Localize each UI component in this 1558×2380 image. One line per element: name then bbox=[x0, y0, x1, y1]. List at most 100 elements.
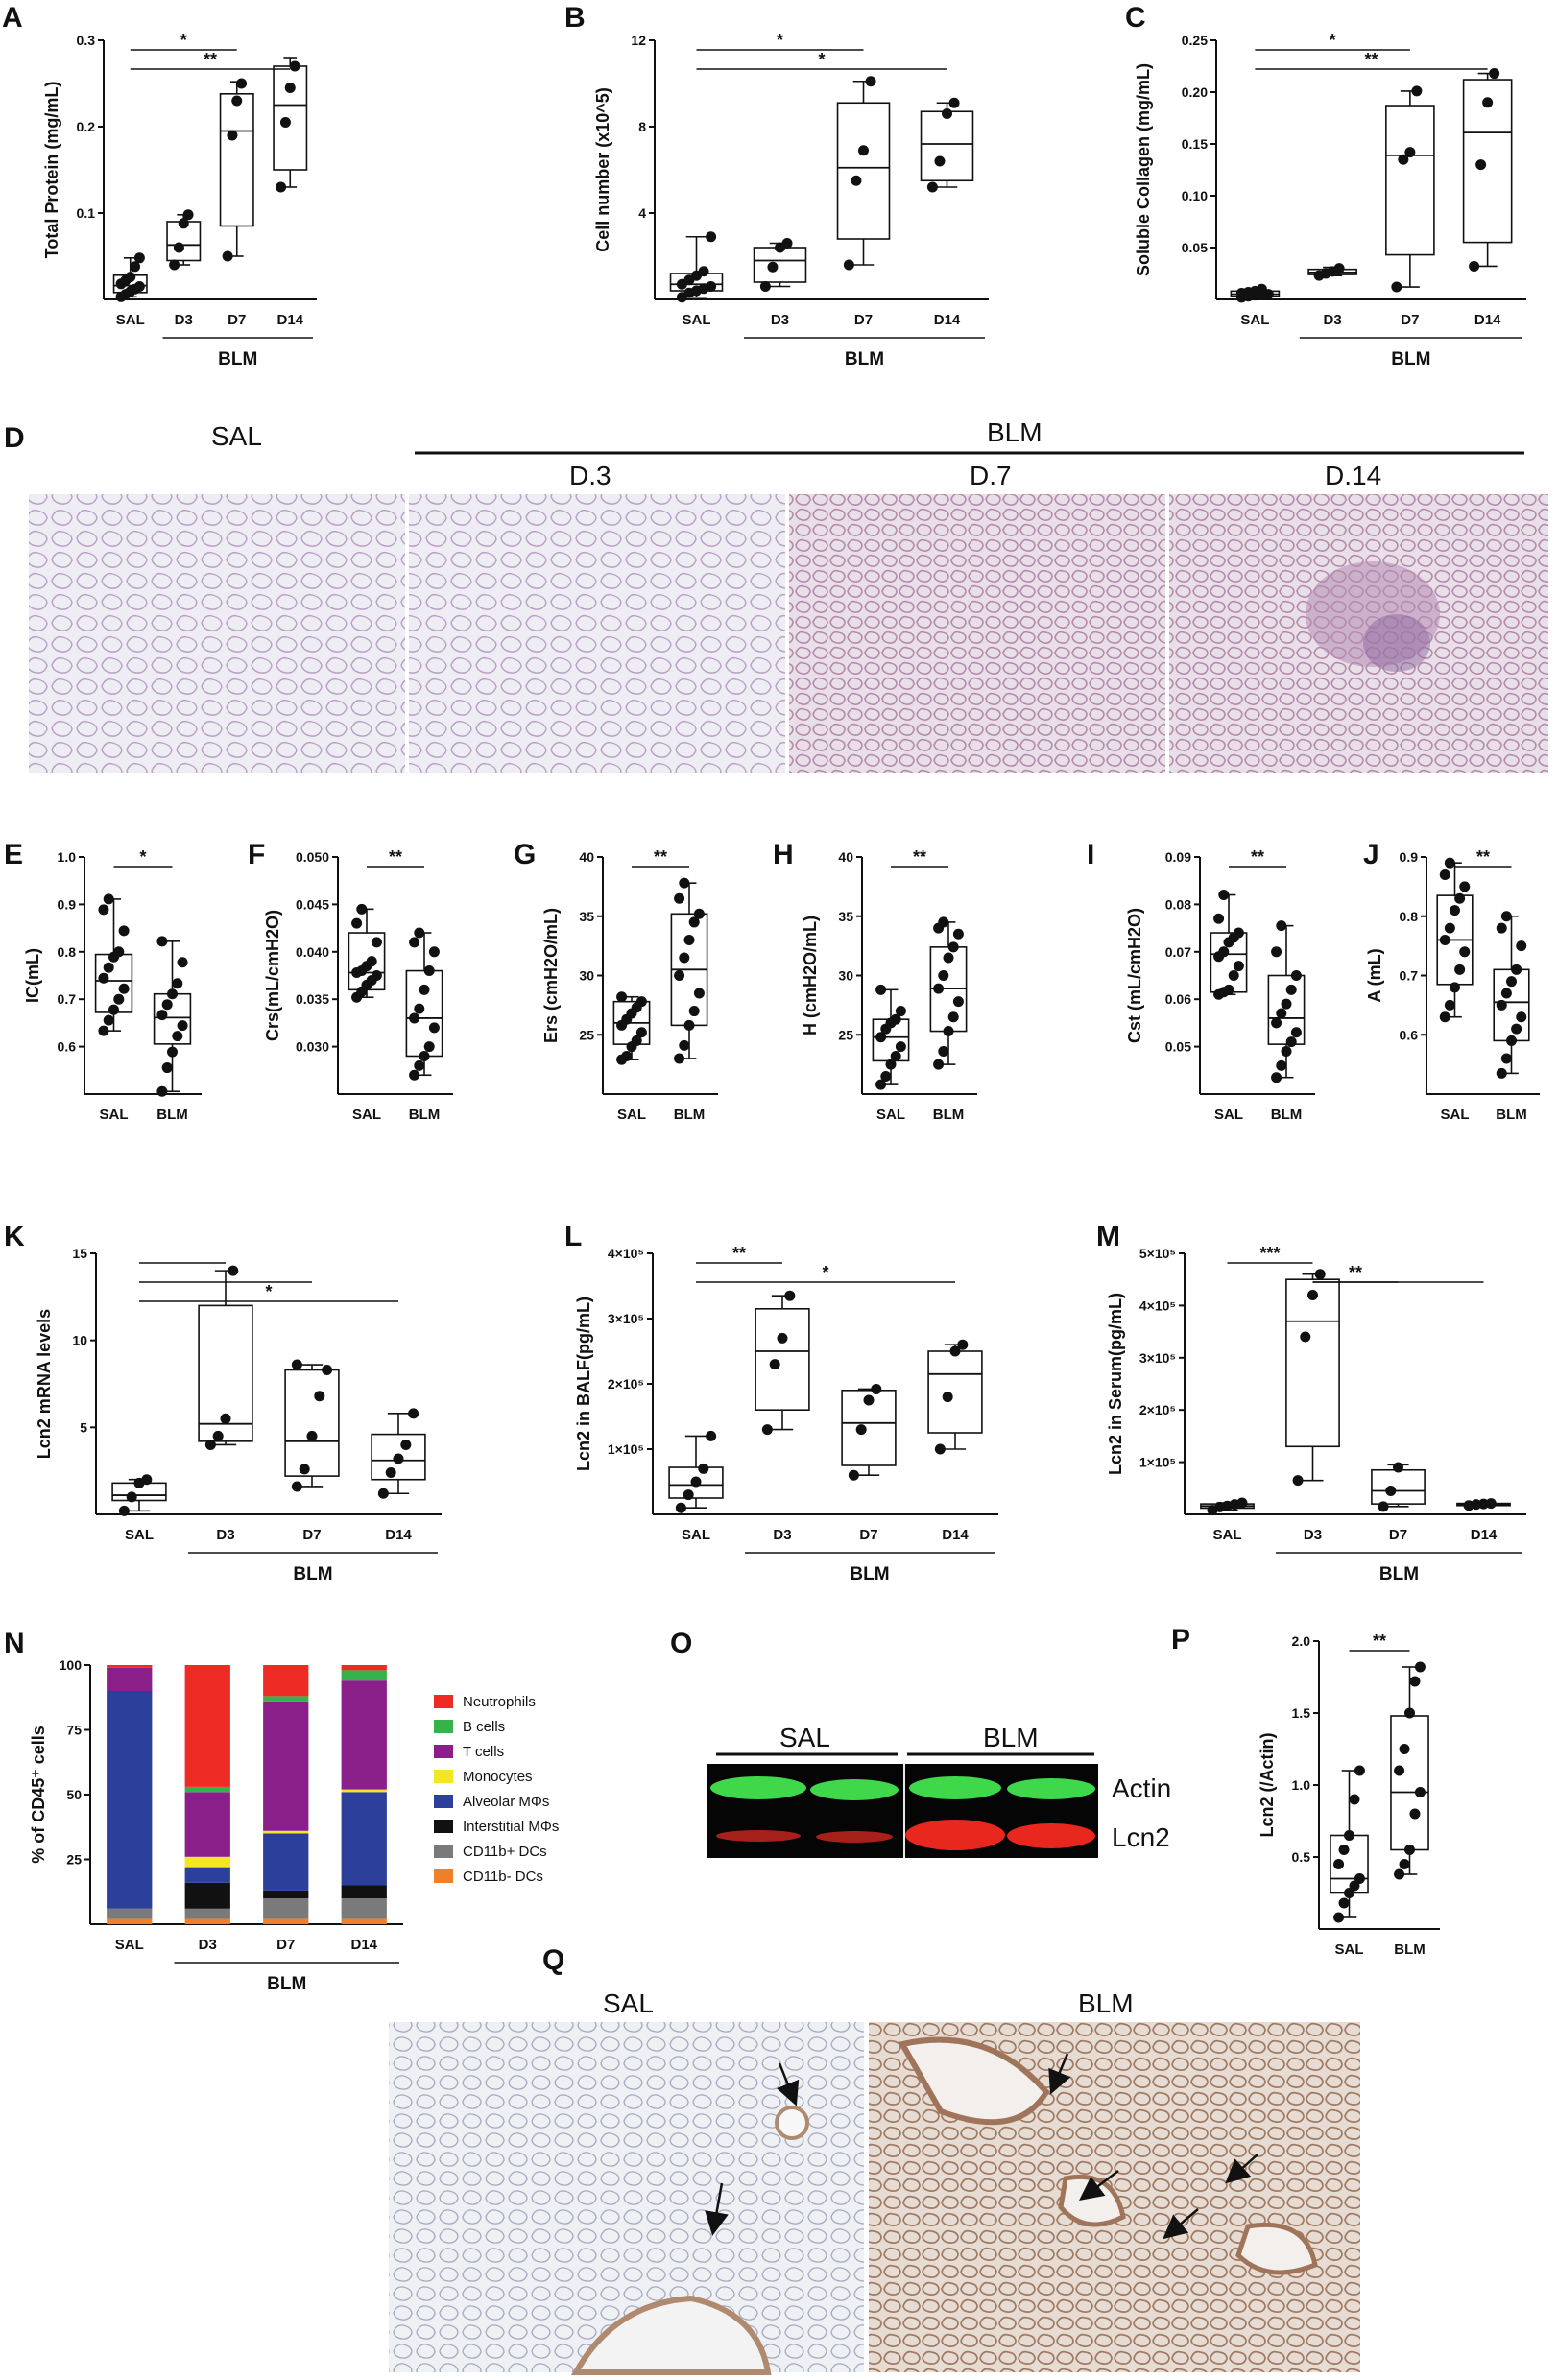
point-P bbox=[1409, 1676, 1421, 1687]
point-G bbox=[674, 892, 685, 904]
y-tick-label-F: 0.045 bbox=[296, 896, 329, 912]
point-H bbox=[947, 1012, 959, 1023]
x-tick-label-L: D3 bbox=[773, 1527, 791, 1543]
point-H bbox=[952, 996, 964, 1008]
y-axis-label-P: Lcn2 (/Actin) bbox=[1258, 1732, 1277, 1837]
histology-day-7: D.7 bbox=[970, 461, 1012, 490]
point-J bbox=[1444, 922, 1455, 934]
legend-label-N: Monocytes bbox=[463, 1769, 533, 1785]
point-K bbox=[126, 1491, 137, 1503]
y-tick-label-M: 3×10⁵ bbox=[1139, 1350, 1176, 1366]
point-K bbox=[393, 1453, 404, 1464]
histology-blm-title: BLM bbox=[987, 417, 1043, 447]
point-M bbox=[1485, 1498, 1497, 1510]
bar-segment-N bbox=[263, 1833, 309, 1891]
point-A bbox=[231, 95, 243, 107]
point-I bbox=[1271, 946, 1282, 958]
y-axis-label-B: Cell number (x10^5) bbox=[593, 87, 612, 252]
y-tick-label-L: 1×10⁵ bbox=[608, 1441, 644, 1457]
y-tick-label-K: 10 bbox=[72, 1333, 87, 1348]
point-P bbox=[1344, 1830, 1354, 1841]
point-F bbox=[414, 1059, 425, 1071]
point-J bbox=[1500, 911, 1512, 922]
ihc-blm-title: BLM bbox=[1078, 1988, 1134, 2018]
point-A bbox=[182, 209, 194, 221]
point-C bbox=[1482, 97, 1494, 108]
y-tick-label-N: 25 bbox=[66, 1852, 82, 1868]
x-tick-label-E: SAL bbox=[100, 1107, 129, 1123]
x-tick-label-J: SAL bbox=[1441, 1107, 1470, 1123]
sig-label-B: * bbox=[818, 50, 825, 69]
x-tick-label-B: D14 bbox=[934, 312, 961, 328]
y-tick-label-J: 0.7 bbox=[1400, 968, 1419, 984]
point-H bbox=[938, 1046, 949, 1058]
point-P bbox=[1338, 1897, 1350, 1909]
point-J bbox=[1516, 1012, 1527, 1023]
x-tick-label-M: D3 bbox=[1304, 1527, 1322, 1543]
y-axis-label-C: Soluble Collagen (mg/mL) bbox=[1134, 63, 1153, 276]
point-K bbox=[212, 1430, 224, 1441]
point-L bbox=[777, 1332, 788, 1344]
point-E bbox=[172, 978, 183, 989]
group-label-B: BLM bbox=[845, 349, 884, 369]
point-J bbox=[1439, 934, 1450, 945]
point-I bbox=[1281, 998, 1292, 1010]
point-B bbox=[942, 108, 952, 119]
point-G bbox=[674, 1053, 685, 1064]
point-I bbox=[1233, 961, 1244, 972]
point-K bbox=[299, 1464, 310, 1475]
x-tick-label-K: D14 bbox=[385, 1527, 412, 1543]
panel-O-western-blot: O SAL BLM Actin Lcn2 bbox=[670, 1628, 1171, 1858]
y-tick-label-L: 3×10⁵ bbox=[608, 1311, 644, 1326]
point-L bbox=[683, 1489, 694, 1501]
legend-label-N: B cells bbox=[463, 1719, 505, 1735]
point-I bbox=[1281, 1046, 1292, 1058]
group-label-M: BLM bbox=[1379, 1564, 1419, 1584]
legend-swatch-N bbox=[434, 1745, 453, 1758]
point-P bbox=[1414, 1661, 1426, 1673]
point-A bbox=[133, 281, 145, 292]
point-G bbox=[693, 988, 705, 999]
blot-lcn2-band-4 bbox=[1007, 1823, 1095, 1848]
y-tick-label-H: 25 bbox=[838, 1027, 853, 1042]
point-B bbox=[851, 175, 862, 186]
y-tick-label-J: 0.8 bbox=[1400, 909, 1419, 924]
point-F bbox=[409, 1069, 420, 1081]
point-L bbox=[848, 1469, 859, 1481]
point-I bbox=[1218, 890, 1230, 901]
x-tick-label-K: SAL bbox=[125, 1527, 154, 1543]
point-I bbox=[1285, 1036, 1297, 1048]
point-M bbox=[1385, 1486, 1397, 1497]
point-A bbox=[279, 117, 291, 128]
point-A bbox=[173, 242, 184, 253]
bar-segment-N bbox=[341, 1789, 387, 1793]
point-I bbox=[1271, 1072, 1282, 1083]
ihc-sal-title: SAL bbox=[603, 1988, 654, 2018]
point-J bbox=[1511, 964, 1522, 975]
y-axis-label-I: Cst (mL/cmH2O) bbox=[1125, 908, 1144, 1043]
panel-Q-ihc: Q SAL BLM bbox=[389, 1944, 1360, 2375]
legend-swatch-N bbox=[434, 1820, 453, 1833]
legend-swatch-N bbox=[434, 1844, 453, 1858]
point-B bbox=[759, 281, 771, 292]
point-P bbox=[1404, 1844, 1415, 1855]
y-tick-label-F: 0.040 bbox=[296, 944, 329, 960]
point-M bbox=[1314, 1269, 1326, 1280]
point-L bbox=[706, 1430, 717, 1441]
point-C bbox=[1475, 159, 1487, 171]
point-K bbox=[306, 1430, 318, 1441]
x-tick-label-M: D7 bbox=[1389, 1527, 1407, 1543]
point-H bbox=[890, 1050, 901, 1061]
group-label-C: BLM bbox=[1391, 349, 1430, 369]
point-F bbox=[419, 984, 430, 995]
blot-sal-title: SAL bbox=[779, 1723, 830, 1752]
y-tick-label-C: 0.10 bbox=[1182, 188, 1208, 203]
chart-I: I 0.05 0.06 0.07 0.08 0.09 Cst (mL/cmH2O) SAL BL… bbox=[1087, 839, 1315, 1123]
point-J bbox=[1439, 1012, 1450, 1023]
bar-segment-N bbox=[341, 1918, 387, 1924]
histology-sal-title: SAL bbox=[211, 421, 262, 451]
point-P bbox=[1414, 1787, 1426, 1797]
point-A bbox=[289, 60, 300, 72]
y-tick-label-P: 0.5 bbox=[1292, 1849, 1311, 1865]
panel-label-C: C bbox=[1125, 2, 1146, 34]
